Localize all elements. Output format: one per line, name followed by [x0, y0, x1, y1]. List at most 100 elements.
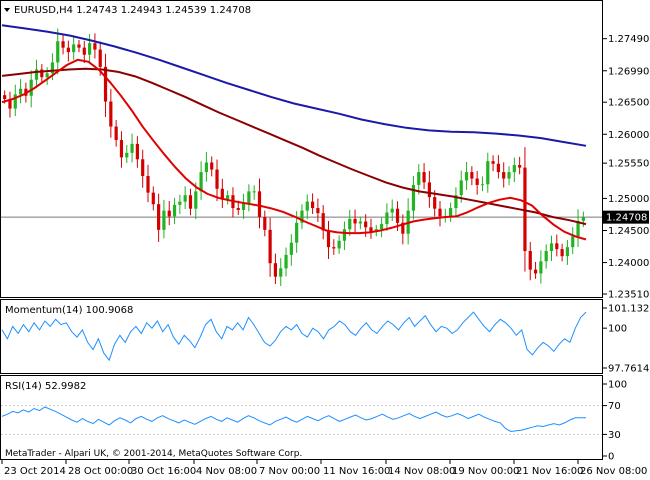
- candle-body: [146, 175, 150, 193]
- candle-body: [257, 191, 262, 218]
- candle-body: [18, 88, 23, 95]
- price-tick-label: 1.25000: [608, 194, 649, 205]
- rsi-line: [1, 406, 586, 433]
- current-price-label: 1.24708: [606, 213, 647, 224]
- candle-body: [480, 184, 485, 186]
- candle-body: [241, 203, 246, 210]
- candle-body: [427, 182, 431, 198]
- candle-body: [268, 229, 272, 264]
- candle-body: [220, 188, 224, 200]
- price-axis: 1.27490 1.26990 1.26500 1.26000 1.25550 1.250…: [603, 34, 649, 301]
- candle-body: [321, 213, 325, 231]
- candle-body: [512, 165, 516, 173]
- candle-body: [130, 143, 134, 153]
- candle-body: [77, 44, 81, 48]
- candle-body: [337, 240, 341, 249]
- candle-body: [528, 251, 532, 270]
- momentum-axis: 101.1328 100 97.7614: [603, 304, 650, 375]
- candle-body: [199, 172, 203, 192]
- candle-body: [555, 243, 559, 250]
- momentum-line: [1, 311, 587, 362]
- candle-body: [305, 201, 309, 211]
- candle-body: [581, 217, 585, 221]
- candle-body: [183, 195, 187, 202]
- candle-body: [204, 162, 208, 173]
- candle-body: [194, 191, 198, 209]
- symbol-info: EURUSD,H4 1.24743 1.24943 1.24539 1.2470…: [14, 5, 251, 16]
- candle-body: [364, 221, 368, 228]
- candle-body: [507, 172, 511, 179]
- candle-body: [486, 161, 490, 185]
- candle-body: [178, 201, 182, 205]
- candle-body: [422, 172, 426, 183]
- candle-body: [167, 210, 171, 217]
- candle-body: [289, 242, 293, 255]
- candle-body: [475, 178, 479, 185]
- candle-body: [109, 101, 113, 127]
- candle-body: [549, 243, 554, 252]
- time-tick-label: 7 Nov 00:00: [259, 466, 320, 477]
- time-tick-label: 19 Nov 00:00: [452, 466, 519, 477]
- rsi-tick-label: 70: [608, 401, 621, 412]
- price-tick-label: 1.26000: [608, 130, 649, 141]
- rsi-tick-label: 0: [608, 452, 614, 463]
- rsi-label: RSI(14) 52.9982: [5, 381, 86, 392]
- candle-body: [411, 184, 416, 211]
- candle-body: [348, 218, 352, 230]
- candle-body: [114, 126, 118, 141]
- candle-body: [385, 212, 389, 225]
- candle-body: [496, 163, 500, 173]
- candle-body: [56, 41, 60, 63]
- candle-body: [252, 191, 256, 193]
- candle-body: [61, 41, 65, 48]
- candle-body: [390, 208, 394, 213]
- candle-body: [157, 204, 161, 230]
- candle-body: [470, 172, 474, 179]
- momentum-tick-label: 101.1328: [608, 304, 650, 315]
- time-tick-label: 30 Oct 16:00: [131, 466, 196, 477]
- time-tick-label: 28 Oct 00:00: [68, 466, 133, 477]
- rsi-tick-label: 100: [608, 380, 627, 391]
- price-tick-label: 1.26990: [608, 66, 649, 77]
- momentum-label: Momentum(14) 100.9068: [5, 305, 133, 316]
- candle-body: [34, 69, 39, 80]
- candle-body: [358, 221, 362, 224]
- time-tick-label: 11 Nov 16:00: [323, 466, 390, 477]
- candle-body: [273, 263, 278, 277]
- candle-body: [88, 43, 92, 55]
- rsi-level-lines: [1, 405, 602, 435]
- candle-body: [502, 172, 506, 179]
- candle-body: [395, 208, 400, 223]
- candle-body: [82, 47, 86, 55]
- candle-body: [454, 195, 458, 209]
- candle-body: [215, 169, 219, 189]
- candle-body: [236, 208, 240, 210]
- candle-body: [172, 204, 177, 217]
- dropdown-arrow-icon[interactable]: [4, 8, 10, 12]
- rsi-tick-label: 30: [608, 430, 621, 441]
- candle-body: [135, 143, 139, 160]
- time-tick-label: 26 Nov 08:00: [580, 466, 647, 477]
- chart-header: EURUSD,H4 1.24743 1.24943 1.24539 1.2470…: [4, 5, 251, 16]
- candle-body: [93, 43, 97, 50]
- candle-body: [263, 217, 267, 230]
- candle-body: [491, 161, 495, 164]
- candle-body: [72, 44, 76, 53]
- candle-body: [151, 192, 155, 205]
- candle-body: [141, 159, 145, 176]
- momentum-tick-label: 97.7614: [608, 364, 649, 375]
- candle-body: [433, 197, 437, 209]
- candle-body: [544, 251, 548, 262]
- candle-body: [279, 268, 283, 277]
- candle-body: [401, 222, 405, 234]
- candle-body: [369, 227, 373, 232]
- price-tick-label: 1.24000: [608, 258, 649, 269]
- candle-body: [188, 195, 193, 209]
- candle-body: [539, 261, 543, 274]
- rsi-panel-frame: [0, 375, 603, 460]
- price-tick-label: 1.24500: [608, 226, 649, 237]
- candle-body: [576, 220, 580, 237]
- candle-body: [342, 229, 347, 241]
